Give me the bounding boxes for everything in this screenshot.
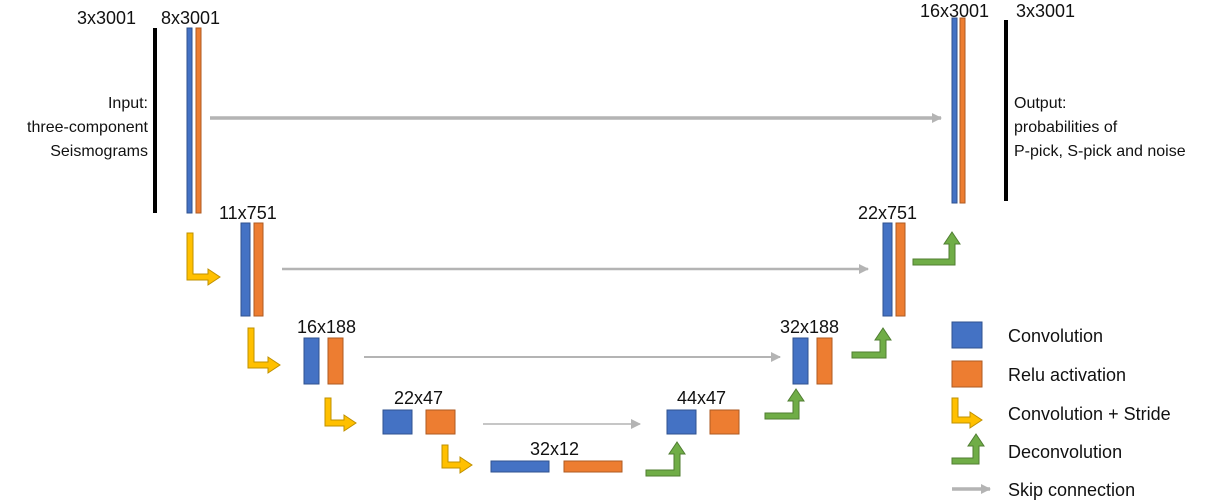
enc2-relu-block — [253, 222, 264, 317]
deconv-arrow-4 — [912, 231, 961, 266]
label-enc3-shape: 16x188 — [297, 317, 357, 337]
legend-stride-arrow-icon — [951, 397, 983, 429]
output-text-line: P-pick, S-pick and noise — [1014, 143, 1186, 160]
bottleneck-relu-block — [563, 460, 623, 473]
legend-conv-stride-label: Convolution + Stride — [1008, 404, 1171, 424]
legend-relu-label: Relu activation — [1008, 365, 1127, 385]
dec1-relu-block — [959, 17, 966, 204]
output-text-line: probabilities of — [1014, 119, 1118, 136]
bottleneck-conv-block — [490, 460, 550, 473]
dec3-relu-block — [816, 337, 833, 385]
legend-convolution-label: Convolution — [1008, 326, 1104, 346]
label-bottleneck-shape: 32x12 — [530, 439, 580, 459]
enc3-relu-block — [327, 337, 344, 385]
stride-arrow-4 — [441, 444, 473, 474]
dec3-conv-block — [792, 337, 809, 385]
input-text-line: Input: — [107, 95, 148, 112]
label-enc2-shape: 11x751 — [219, 203, 277, 223]
enc3-conv-block — [303, 337, 320, 385]
input-text-line: Seismograms — [50, 143, 148, 160]
output-text-line: Output: — [1014, 95, 1067, 112]
legend-convolution-swatch — [951, 321, 983, 349]
label-enc4-shape: 22x47 — [394, 388, 444, 408]
legend-skip-label: Skip connection — [1008, 480, 1136, 500]
deconv-arrow-2 — [764, 388, 805, 420]
enc1-conv-block — [186, 27, 193, 214]
output-description: Output: probabilities of P-pick, S-pick … — [1014, 92, 1210, 164]
label-dec2-shape: 22x751 — [858, 203, 918, 223]
stride-arrow-2 — [247, 327, 281, 374]
dec4-relu-block — [709, 409, 740, 435]
dec1-conv-block — [951, 17, 958, 204]
enc2-conv-block — [240, 222, 251, 317]
enc1-relu-block — [195, 27, 202, 214]
dec4-conv-block — [666, 409, 697, 435]
label-dec1-shape: 16x3001 — [920, 1, 990, 21]
label-dec3-shape: 32x188 — [780, 317, 840, 337]
input-text-line: three-component — [27, 119, 148, 136]
dec2-relu-block — [895, 222, 906, 317]
dec2-conv-block — [882, 222, 893, 317]
legend-deconvolution-label: Deconvolution — [1008, 442, 1123, 462]
input-bar — [153, 28, 157, 213]
legend-deconv-arrow-icon — [951, 433, 985, 465]
label-input-shape: 3x3001 — [77, 8, 137, 28]
stride-arrow-3 — [324, 397, 357, 432]
input-description: Input: three-component Seismograms — [0, 92, 148, 164]
label-enc1-shape: 8x3001 — [161, 8, 221, 28]
label-dec4-shape: 44x47 — [677, 388, 727, 408]
stride-arrow-1 — [186, 232, 221, 286]
output-bar — [1004, 20, 1008, 201]
enc4-conv-block — [382, 409, 413, 435]
legend-relu-swatch — [951, 360, 983, 388]
deconv-arrow-3 — [851, 327, 892, 359]
deconv-arrow-1 — [645, 441, 686, 477]
label-output-shape: 3x3001 — [1016, 1, 1076, 21]
enc4-relu-block — [425, 409, 456, 435]
